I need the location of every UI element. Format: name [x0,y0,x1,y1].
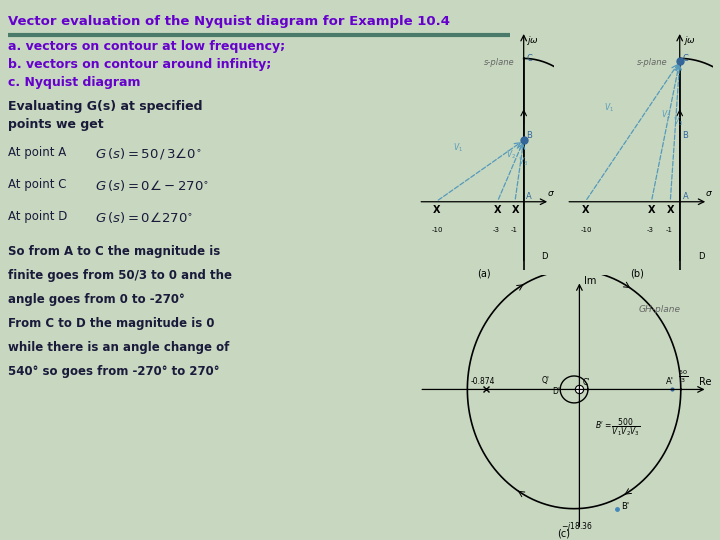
Text: B': B' [621,502,629,511]
Text: At point D: At point D [8,210,68,223]
Text: $B' = \dfrac{500}{V_1 V_2 V_3}$: $B' = \dfrac{500}{V_1 V_2 V_3}$ [595,416,641,438]
Text: $V_2$: $V_2$ [506,148,516,161]
Text: At point C: At point C [8,178,66,191]
Text: $V_1$: $V_1$ [604,102,614,114]
Text: Vector evaluation of the Nyquist diagram for Example 10.4: Vector evaluation of the Nyquist diagram… [8,15,450,28]
Text: B: B [526,131,532,140]
Text: $G\,(s) = 50\,/\,3\angle 0^{\circ}$: $G\,(s) = 50\,/\,3\angle 0^{\circ}$ [95,146,202,161]
Text: a. vectors on contour at low frequency;: a. vectors on contour at low frequency; [8,40,285,53]
Text: -3: -3 [647,227,654,233]
Text: X: X [494,205,501,215]
Text: B: B [683,131,688,140]
Text: At point A: At point A [8,146,66,159]
Text: Q': Q' [542,376,550,385]
Text: 540° so goes from -270° to 270°: 540° so goes from -270° to 270° [8,365,220,378]
Text: -10: -10 [431,227,443,233]
Text: (c): (c) [557,529,570,539]
Text: A: A [526,192,532,201]
Text: $G\,(s) = 0\angle 270^{\circ}$: $G\,(s) = 0\angle 270^{\circ}$ [95,210,193,225]
Text: $j\omega$: $j\omega$ [683,34,696,47]
Text: Im: Im [584,276,596,286]
Text: while there is an angle change of: while there is an angle change of [8,341,230,354]
Text: -1: -1 [510,227,518,233]
Text: $V_2$: $V_2$ [661,109,671,122]
Text: angle goes from 0 to -270°: angle goes from 0 to -270° [8,293,185,306]
Text: (a): (a) [477,269,491,279]
Text: points we get: points we get [8,118,104,131]
Text: $j\omega$: $j\omega$ [526,34,539,47]
Text: $V_3$: $V_3$ [673,116,683,128]
Text: X: X [582,205,589,215]
Text: C: C [683,54,688,63]
Text: Evaluating G(s) at specified: Evaluating G(s) at specified [8,100,202,113]
Text: $V_3$: $V_3$ [518,155,528,168]
Text: From C to D the magnitude is 0: From C to D the magnitude is 0 [8,317,215,330]
Text: C: C [526,54,532,63]
Text: $\frac{50}{3}$: $\frac{50}{3}$ [678,369,688,385]
Text: s-plane: s-plane [484,58,515,68]
Text: D': D' [553,387,561,396]
Text: So from A to C the magnitude is: So from A to C the magnitude is [8,245,220,258]
Text: $V_1$: $V_1$ [454,141,464,154]
Text: D: D [698,252,705,261]
Text: A': A' [666,377,674,386]
Text: $G\,(s) = 0\angle -270^{\circ}$: $G\,(s) = 0\angle -270^{\circ}$ [95,178,210,193]
Text: s-plane: s-plane [637,58,668,68]
Text: -10: -10 [580,227,592,233]
Text: -3: -3 [493,227,500,233]
Text: $\sigma$: $\sigma$ [547,190,555,198]
Text: $-j18.36$: $-j18.36$ [562,521,593,534]
Text: c. Nyquist diagram: c. Nyquist diagram [8,76,140,89]
Text: -1: -1 [665,227,672,233]
Text: Re: Re [699,377,711,387]
Text: GH-plane: GH-plane [638,305,680,314]
Text: C': C' [582,379,590,387]
Text: A: A [683,192,688,201]
Text: D: D [541,252,548,261]
Text: X: X [667,205,674,215]
Text: b. vectors on contour around infinity;: b. vectors on contour around infinity; [8,58,271,71]
Text: $\sigma$: $\sigma$ [705,190,714,198]
Text: X: X [433,205,440,215]
Text: X: X [647,205,655,215]
Text: X: X [511,205,519,215]
Text: -0.874: -0.874 [471,377,495,386]
Text: (b): (b) [630,269,644,279]
Text: finite goes from 50/3 to 0 and the: finite goes from 50/3 to 0 and the [8,269,232,282]
